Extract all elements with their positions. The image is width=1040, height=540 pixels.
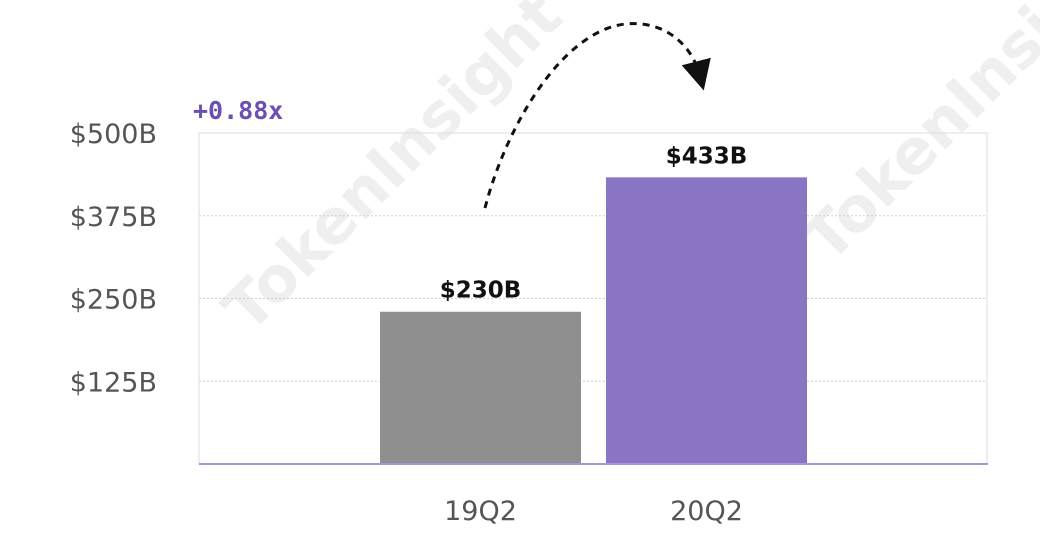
y-tick-label: $500B: [70, 119, 157, 150]
value-label: $230B: [440, 278, 522, 304]
growth-annotation: +0.88x: [193, 96, 283, 125]
value-label: $433B: [666, 143, 748, 169]
y-tick-label: $375B: [70, 202, 157, 233]
bars: [380, 177, 807, 464]
x-tick-label: 19Q2: [444, 496, 517, 527]
bar-20Q2: [606, 177, 807, 464]
x-axis-ticks: 19Q2 20Q2: [444, 496, 743, 527]
watermark-text: TokenInsight: [789, 0, 1040, 276]
y-axis-ticks: $125B $250B $375B $500B: [70, 119, 157, 398]
growth-arrow: [483, 22, 711, 209]
y-tick-label: $125B: [70, 367, 157, 398]
bar-19Q2: [380, 311, 581, 464]
y-tick-label: $250B: [70, 285, 157, 316]
value-labels: $230B $433B: [440, 143, 748, 303]
x-tick-label: 20Q2: [670, 496, 743, 527]
